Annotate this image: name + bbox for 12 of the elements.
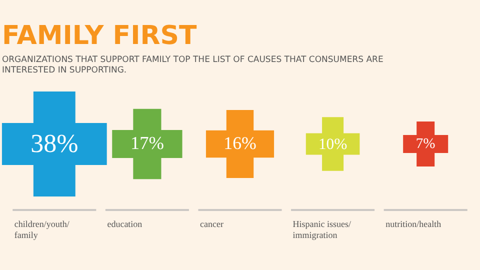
category-label: nutrition/health [386,219,442,229]
category-label: children/youth/family [14,219,70,240]
category-label: education [107,219,143,229]
text: FAMILY FIRST [2,21,197,51]
text: ORGANIZATIONS THAT SUPPORT FAMILY TOP THE LIST OF CAUSES THAT CONSUMERS ARE INTERESTED IN SUPPORTING. [2,55,384,76]
data-label: 38% [30,129,78,158]
data-label: 17% [130,133,164,153]
data-label: 10% [318,136,348,153]
category-label: cancer [200,219,224,229]
data-label: 16% [224,133,256,153]
data-label: 7% [416,136,436,152]
category-label: Hispanic issues/immigration [292,219,352,240]
